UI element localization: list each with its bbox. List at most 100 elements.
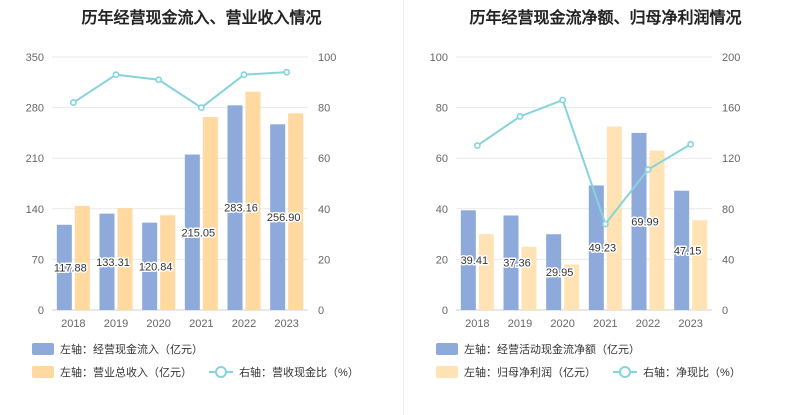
legend-label: 左轴：归母净利润（亿元） (464, 367, 596, 379)
y-left-tick-label: 40 (436, 204, 448, 216)
data-label: 37.36 (503, 258, 531, 270)
legend-swatch (32, 343, 54, 355)
line-point (516, 113, 524, 120)
bar-secondary (692, 220, 708, 310)
data-label: 120.84 (139, 261, 173, 273)
bar-primary (588, 185, 604, 310)
data-label: 49.23 (589, 243, 617, 255)
data-label: 29.95 (546, 267, 574, 279)
x-tick-label: 2021 (593, 318, 617, 330)
y-left-tick-label: 80 (436, 103, 448, 115)
y-right-tick-label: 80 (722, 204, 734, 216)
y-left-tick-label: 210 (26, 153, 44, 165)
x-tick-label: 2020 (550, 318, 574, 330)
chart-panel-net-cash: 历年经营现金流净额、归母净利润情况 0 0 20 40 40 80 60 120 80 160 10… (404, 0, 807, 415)
panel-divider (403, 0, 404, 415)
legend-line-icon (613, 366, 638, 378)
legend-row-1: 左轴：经营活动现金流净额（亿元） (436, 341, 654, 358)
chart-cash-inflow-svg: 0 0 70 20 140 40 210 60 280 80 350 100 2018 2019 2020 2… (26, 52, 337, 330)
chart-title: 历年经营现金流净额、归母净利润情况 (469, 10, 742, 27)
x-tick-label: 2020 (146, 318, 170, 330)
chart-net-cash-svg: 0 0 20 40 40 80 60 120 80 160 100 200 2018 2019 2020 20… (430, 52, 741, 330)
bar-primary (227, 105, 243, 311)
bar-secondary (117, 208, 133, 310)
line-point (473, 142, 481, 149)
x-tick-label: 2022 (232, 318, 256, 330)
y-right-tick-label: 0 (722, 305, 728, 317)
line-point (283, 68, 291, 76)
y-right-tick-label: 60 (318, 153, 330, 165)
y-left-tick-label: 350 (26, 52, 44, 64)
legend-item-net-profit[interactable]: 左轴：归母净利润（亿元） (436, 364, 596, 380)
y-left-tick-label: 0 (442, 305, 448, 317)
data-label: 47.15 (674, 245, 702, 257)
legend-line-icon (209, 366, 234, 378)
y-right-tick-label: 20 (318, 254, 330, 266)
data-label: 215.05 (182, 227, 216, 239)
bar-secondary (521, 246, 537, 310)
legend-row-2: 左轴：营业总收入（亿元） 右轴：营收现金比（%） (32, 364, 373, 381)
legend-item-cash-ratio[interactable]: 右轴：营收现金比（%） (209, 364, 359, 380)
bar-primary (674, 190, 690, 310)
legend-row-2: 左轴：归母净利润（亿元） 右轴：净现比（%） (436, 364, 755, 381)
data-label: 283.16 (224, 203, 258, 215)
y-left-tick-label: 100 (430, 52, 448, 64)
legend-swatch (32, 366, 54, 378)
x-tick-label: 2021 (189, 318, 213, 330)
line-point (69, 99, 77, 106)
legend-row-1: 左轴：经营现金流入（亿元） (32, 341, 217, 358)
y-left-tick-label: 70 (32, 254, 44, 266)
bar-secondary (74, 205, 90, 310)
y-left-tick-label: 280 (26, 103, 44, 115)
y-right-tick-label: 40 (318, 204, 330, 216)
bar-secondary (202, 116, 218, 310)
x-tick-label: 2018 (465, 318, 489, 330)
data-label: 69.99 (631, 216, 659, 228)
legend-item-revenue[interactable]: 左轴：营业总收入（亿元） (32, 364, 192, 380)
y-right-tick-label: 120 (722, 153, 740, 165)
bar-secondary (649, 150, 665, 310)
legend-swatch (436, 366, 458, 378)
y-right-tick-label: 80 (318, 103, 330, 115)
series-line (476, 98, 692, 227)
data-label: 117.88 (54, 262, 87, 274)
legend-label: 左轴：营业总收入（亿元） (60, 367, 192, 379)
legend-label: 右轴：营收现金比（%） (239, 367, 359, 379)
legend-label: 左轴：经营现金流入（亿元） (60, 344, 203, 356)
legend-item-net-cash-ratio[interactable]: 右轴：净现比（%） (613, 364, 741, 380)
y-left-tick-label: 140 (26, 204, 44, 216)
legend-label: 左轴：经营活动现金流净额（亿元） (464, 344, 640, 356)
line-point (559, 96, 567, 104)
bar-primary (270, 124, 286, 310)
line-point (197, 104, 205, 111)
data-label: 39.41 (461, 255, 489, 267)
legend-item-net-operating-cash[interactable]: 左轴：经营活动现金流净额（亿元） (436, 341, 640, 357)
line-point (644, 166, 652, 173)
y-right-tick-label: 200 (722, 52, 740, 64)
x-tick-label: 2023 (274, 318, 298, 330)
bar-secondary (606, 126, 622, 310)
legend-swatch (436, 343, 458, 355)
x-tick-label: 2022 (636, 318, 660, 330)
y-left-tick-label: 60 (436, 153, 448, 165)
legend-item-cash-inflow[interactable]: 左轴：经营现金流入（亿元） (32, 341, 203, 357)
x-tick-label: 2019 (104, 318, 128, 330)
data-label: 133.31 (96, 257, 130, 269)
x-tick-label: 2018 (61, 318, 85, 330)
line-point (601, 220, 609, 228)
bar-secondary (245, 91, 261, 310)
legend-label: 右轴：净现比（%） (643, 367, 741, 379)
y-right-tick-label: 100 (318, 52, 336, 64)
bar-primary (460, 210, 476, 310)
y-right-tick-label: 0 (318, 305, 324, 317)
bar-primary (142, 222, 158, 310)
y-left-tick-label: 0 (38, 305, 44, 317)
bar-primary (503, 215, 519, 310)
chart-panel-cash-inflow: 历年经营现金流入、营业收入情况 0 0 70 20 140 40 210 60 280 80 350… (0, 0, 403, 415)
data-label: 256.90 (267, 212, 301, 224)
bar-primary (56, 224, 72, 310)
y-right-tick-label: 40 (722, 254, 734, 266)
bar-secondary (288, 113, 304, 310)
bar-primary (99, 213, 115, 310)
